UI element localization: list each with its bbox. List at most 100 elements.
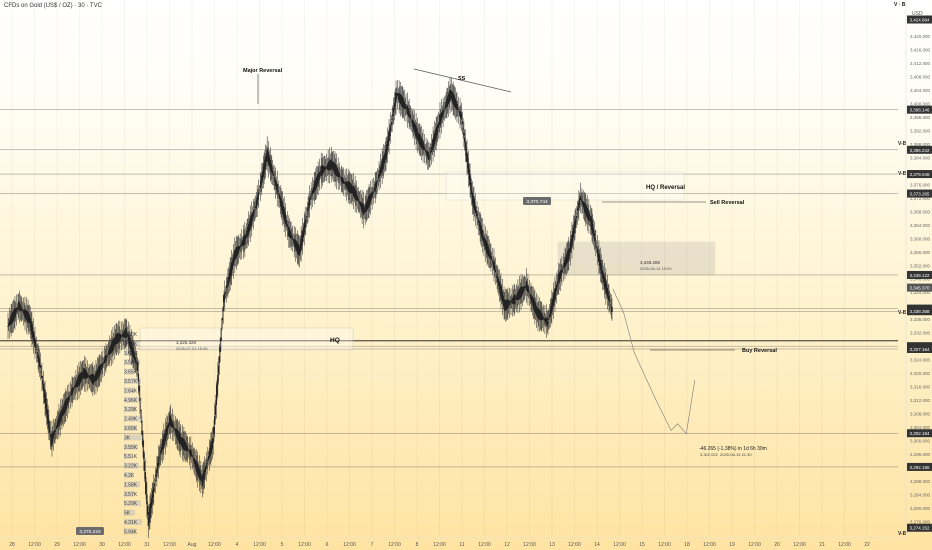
candle-body [298, 247, 301, 256]
x-tick-label: 30 [99, 542, 105, 548]
candle-body [18, 300, 20, 311]
candle-body [474, 206, 477, 213]
candle-body [127, 334, 130, 341]
candle-body [158, 456, 160, 459]
volume-profile-label: 5.94K [124, 529, 138, 535]
x-tick-label: 18 [684, 542, 690, 548]
candle-body [244, 237, 247, 240]
candle-body [609, 303, 612, 305]
candle-body [403, 101, 406, 109]
candle-body [251, 212, 254, 221]
candle-body [409, 113, 411, 118]
candle-body [379, 170, 381, 177]
candle-body [480, 225, 482, 235]
candle-body [75, 382, 77, 388]
candle-body [191, 455, 194, 457]
candle-body [89, 374, 92, 381]
candle-body [46, 409, 49, 420]
candle-body [260, 180, 262, 186]
candle-body [131, 344, 133, 355]
candle-body [504, 299, 507, 311]
candle-body [177, 431, 180, 442]
candle-body [142, 440, 144, 448]
candle-body [522, 286, 525, 293]
candle-body [550, 306, 552, 314]
candle-body [392, 113, 394, 116]
candle-body [592, 224, 594, 234]
candle-body [591, 219, 593, 231]
candle-body [103, 359, 106, 363]
candle-body [403, 99, 405, 109]
candle-body [183, 440, 186, 451]
x-tick-label: 21 [819, 542, 825, 548]
x-tick-label: 20 [774, 542, 780, 548]
candle-body [11, 313, 13, 324]
candle-body [18, 302, 21, 311]
candle-body [497, 279, 500, 286]
candle-body [353, 187, 356, 198]
hq-reversal-zone-box [445, 171, 685, 201]
candle-body [444, 105, 447, 109]
candle-body [187, 447, 189, 451]
candle-body [423, 147, 426, 151]
candle-body [157, 457, 160, 467]
candle-body [136, 363, 138, 365]
candle-body [351, 185, 353, 194]
candle-body [436, 124, 439, 132]
candle-body [517, 292, 519, 301]
candle-body [15, 308, 17, 315]
candle-body [234, 250, 236, 261]
candle-body [539, 310, 541, 321]
candle-body [425, 150, 427, 153]
candle-body [558, 273, 560, 284]
volume-profile-label: 2.49K [124, 417, 138, 423]
candle-body [9, 318, 12, 326]
candle-body [48, 421, 50, 429]
candle-body [255, 200, 258, 209]
y-tick-label: 3,404.000 [910, 88, 931, 93]
candle-body [555, 285, 558, 292]
candle-body [19, 304, 22, 311]
candle-body [171, 421, 174, 428]
candle-body [15, 307, 18, 313]
candle-body [308, 197, 311, 206]
x-tick-label: 12:00 [118, 542, 131, 548]
candle-body [83, 368, 86, 379]
candle-body [256, 197, 258, 205]
candle-body [283, 209, 285, 220]
candle-body [419, 134, 421, 146]
candle-body [440, 113, 442, 124]
candle-body [583, 202, 585, 211]
candle-body [430, 150, 432, 154]
candle-body [416, 130, 419, 140]
candle-body [97, 367, 99, 378]
candle-body [172, 424, 174, 428]
candle-body [413, 122, 416, 133]
candle-body [481, 230, 484, 241]
y-tick-label: 3,376.000 [910, 182, 931, 187]
candle-body [286, 224, 288, 228]
candle-body [62, 407, 64, 416]
candle-body [144, 472, 147, 483]
candle-body [242, 237, 244, 246]
candle-body [521, 286, 524, 295]
x-tick-label: 12:00 [523, 542, 536, 548]
y-tick-label: 3,360.000 [910, 236, 931, 241]
candle-body [211, 438, 214, 449]
candle-body [345, 181, 348, 188]
candle-body [279, 196, 282, 203]
candle-body [462, 128, 464, 130]
candle-body [475, 210, 477, 215]
candle-body [448, 91, 450, 103]
candle-body [368, 196, 370, 207]
candle-body [133, 350, 135, 359]
candle-body [568, 248, 570, 259]
candle-body [499, 283, 501, 294]
candle-body [55, 428, 57, 430]
candle-body [201, 475, 204, 487]
x-tick-label: 12:00 [568, 542, 581, 548]
candle-body [426, 150, 428, 156]
candle-body [166, 425, 169, 432]
candle-body [69, 394, 72, 396]
